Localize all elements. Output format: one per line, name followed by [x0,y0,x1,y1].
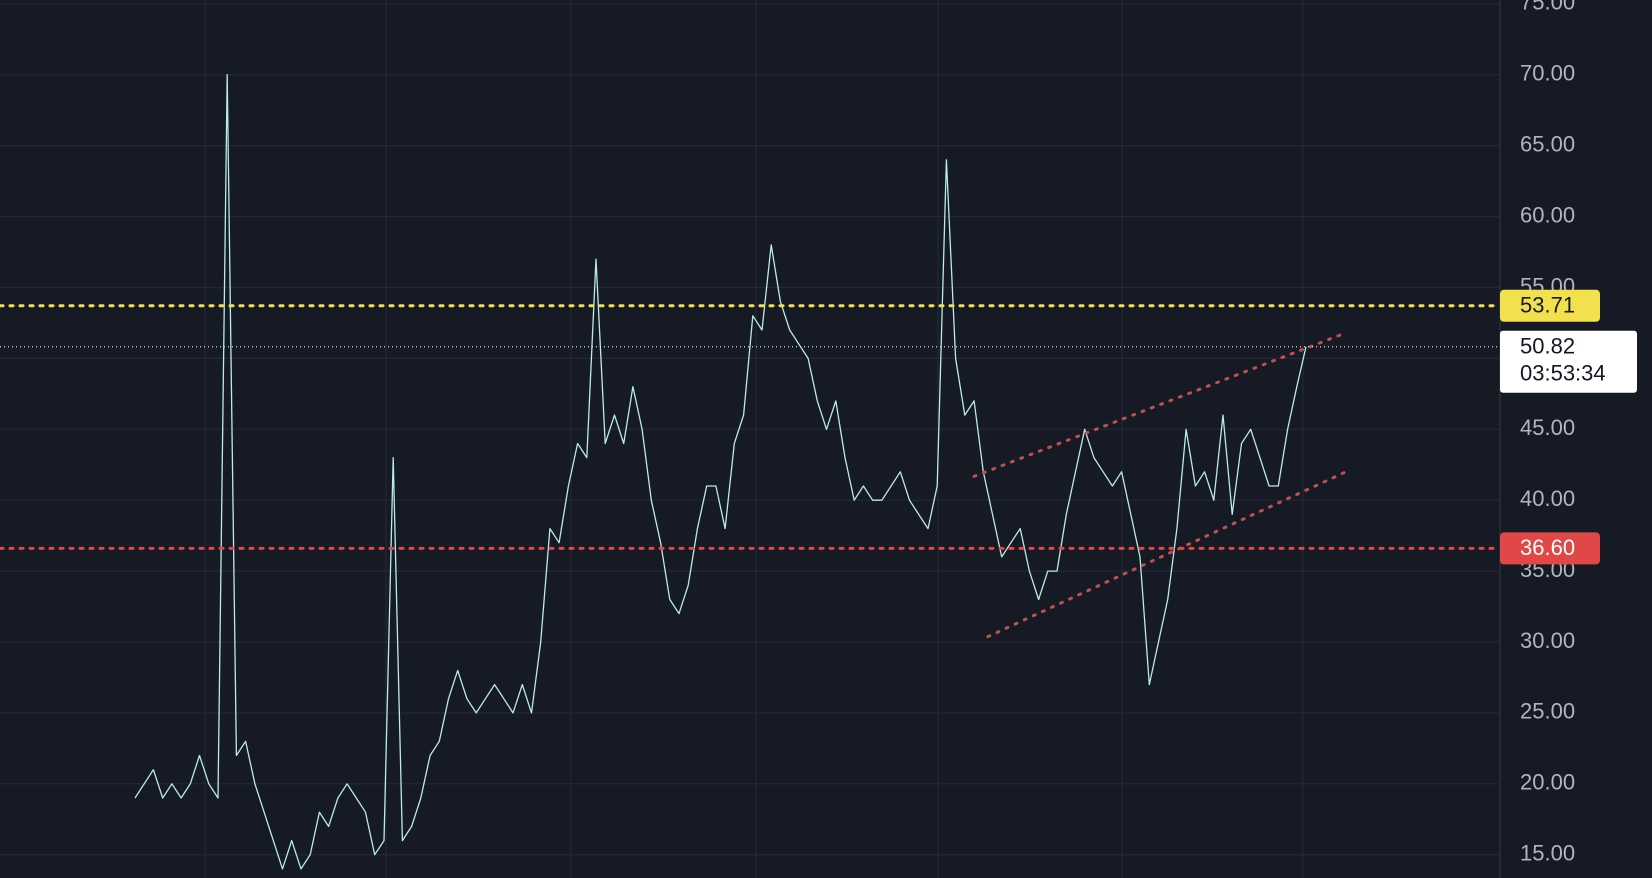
last-price-tag [1500,330,1637,393]
y-tick-label: 75.00 [1520,0,1575,15]
y-tick-label: 40.00 [1520,486,1575,511]
countdown-label: 03:53:34 [1520,361,1606,386]
y-tick-label: 65.00 [1520,131,1575,156]
trend-line [986,469,1349,639]
y-tick-label: 15.00 [1520,841,1575,866]
last-price-label: 50.82 [1520,334,1575,359]
price-tag [1500,532,1600,565]
price-tag [1500,289,1600,322]
y-tick-label: 25.00 [1520,699,1575,724]
price-line [134,74,1307,870]
y-tick-label: 45.00 [1520,415,1575,440]
price-tag-label: 53.71 [1520,293,1575,318]
y-tick-label: 60.00 [1520,202,1575,227]
price-tag-label: 36.60 [1520,535,1575,560]
y-tick-label: 20.00 [1520,770,1575,795]
y-tick-label: 30.00 [1520,628,1575,653]
y-tick-label: 70.00 [1520,61,1575,86]
trend-line [972,332,1345,478]
